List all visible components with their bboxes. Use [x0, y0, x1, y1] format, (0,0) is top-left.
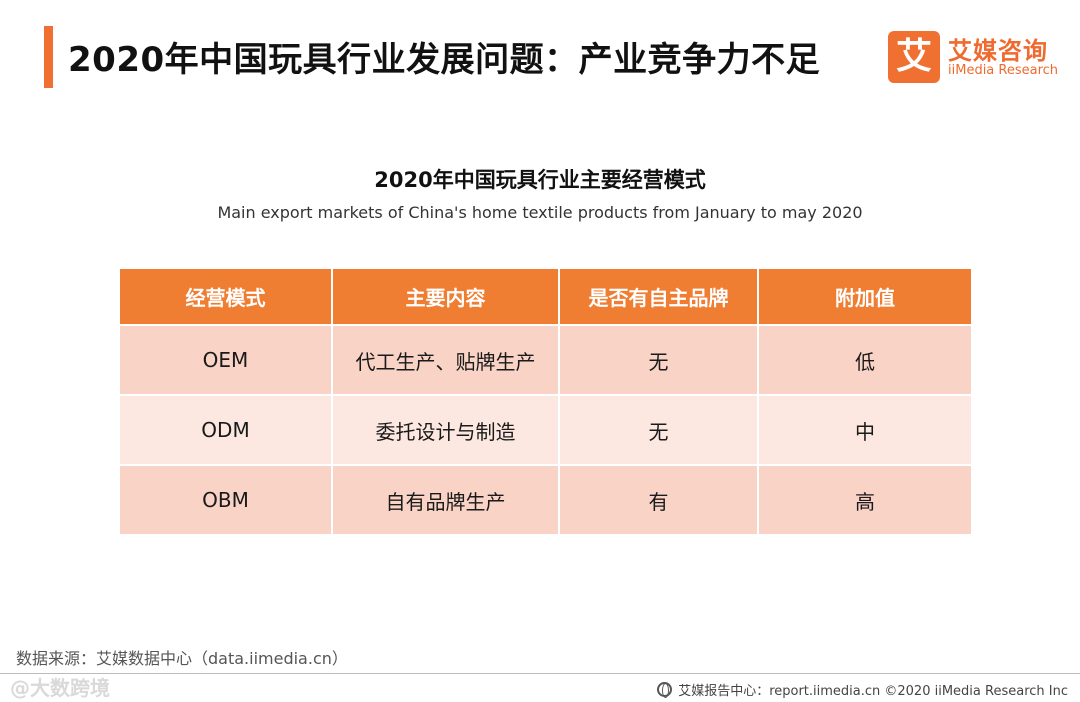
- table-subtitle: Main export markets of China's home text…: [217, 203, 863, 222]
- logo-name-en: iiMedia Research: [948, 63, 1059, 78]
- table-cell: 自有品牌生产: [331, 464, 560, 536]
- table-cell: 高: [757, 464, 973, 536]
- table-row: OBM 自有品牌生产 有 高: [118, 464, 973, 536]
- business-mode-table: 经营模式 主要内容 是否有自主品牌 附加值 OEM 代工生产、贴牌生产 无 低 …: [118, 267, 973, 536]
- table-row: OEM 代工生产、贴牌生产 无 低: [118, 324, 973, 396]
- table-cell: 有: [558, 464, 759, 536]
- data-source-note: 数据来源：艾媒数据中心（data.iimedia.cn）: [16, 649, 348, 668]
- table-cell: 代工生产、贴牌生产: [331, 324, 560, 396]
- iimedia-logo: 艾 艾媒咨询 iiMedia Research: [888, 31, 1060, 83]
- table-cell: 低: [757, 324, 973, 396]
- logo-mark: 艾: [888, 31, 940, 83]
- watermark: @大数跨境: [10, 676, 110, 700]
- table-cell: OBM: [118, 464, 333, 536]
- logo-name-cn: 艾媒咨询: [948, 37, 1048, 65]
- header-cell: 经营模式: [118, 267, 333, 326]
- table-row: ODM 委托设计与制造 无 中: [118, 394, 973, 466]
- table-cell: 无: [558, 324, 759, 396]
- header-cell: 附加值: [757, 267, 973, 326]
- table-title: 2020年中国玩具行业主要经营模式: [374, 168, 706, 192]
- table-cell: ODM: [118, 394, 333, 466]
- table-cell: 无: [558, 394, 759, 466]
- table-header-row: 经营模式 主要内容 是否有自主品牌 附加值: [118, 267, 973, 326]
- table-cell: OEM: [118, 324, 333, 396]
- page-title: 2020年中国玩具行业发展问题：产业竞争力不足: [68, 40, 821, 80]
- footer-text: 艾媒报告中心：report.iimedia.cn ©2020 iiMedia R…: [678, 684, 1068, 699]
- title-accent-bar: [44, 26, 53, 88]
- header-cell: 主要内容: [331, 267, 560, 326]
- table-cell: 中: [757, 394, 973, 466]
- footer: 艾媒报告中心：report.iimedia.cn ©2020 iiMedia R…: [657, 680, 1068, 699]
- globe-icon: [657, 682, 673, 698]
- header-cell: 是否有自主品牌: [558, 267, 759, 326]
- table-cell: 委托设计与制造: [331, 394, 560, 466]
- footer-divider: [0, 673, 1080, 674]
